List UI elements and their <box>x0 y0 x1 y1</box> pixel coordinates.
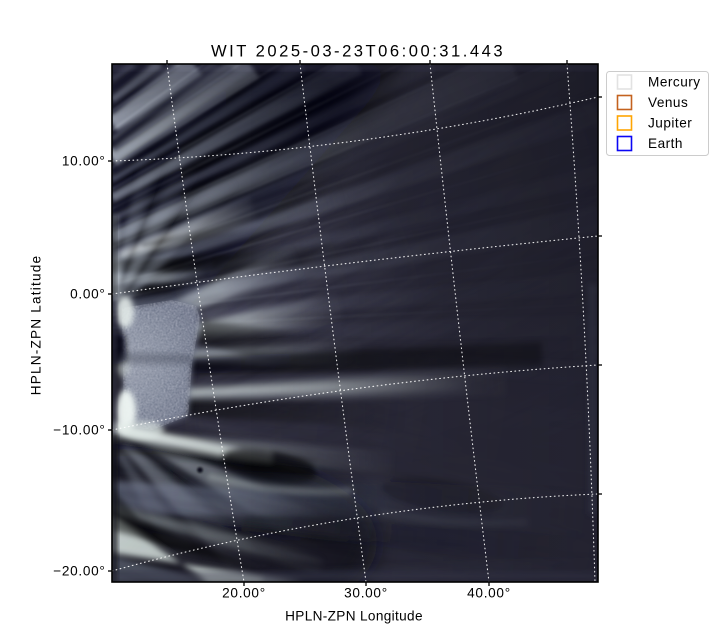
svg-text:0.00°: 0.00° <box>70 287 105 302</box>
svg-text:HPLN-ZPN Longitude: HPLN-ZPN Longitude <box>285 609 423 624</box>
svg-text:10.00°: 10.00° <box>62 154 106 169</box>
svg-text:Jupiter: Jupiter <box>648 116 692 131</box>
svg-text:40.00°: 40.00° <box>467 586 511 601</box>
svg-text:−20.00°: −20.00° <box>53 564 105 579</box>
svg-text:−10.00°: −10.00° <box>53 423 105 438</box>
svg-text:Venus: Venus <box>648 95 688 110</box>
svg-text:Mercury: Mercury <box>648 75 701 90</box>
svg-text:20.00°: 20.00° <box>222 586 266 601</box>
svg-text:HPLN-ZPN Latitude: HPLN-ZPN Latitude <box>29 255 44 396</box>
svg-text:WIT 2025-03-23T06:00:31.443: WIT 2025-03-23T06:00:31.443 <box>211 41 505 60</box>
svg-text:30.00°: 30.00° <box>344 586 388 601</box>
svg-text:Earth: Earth <box>648 136 683 151</box>
